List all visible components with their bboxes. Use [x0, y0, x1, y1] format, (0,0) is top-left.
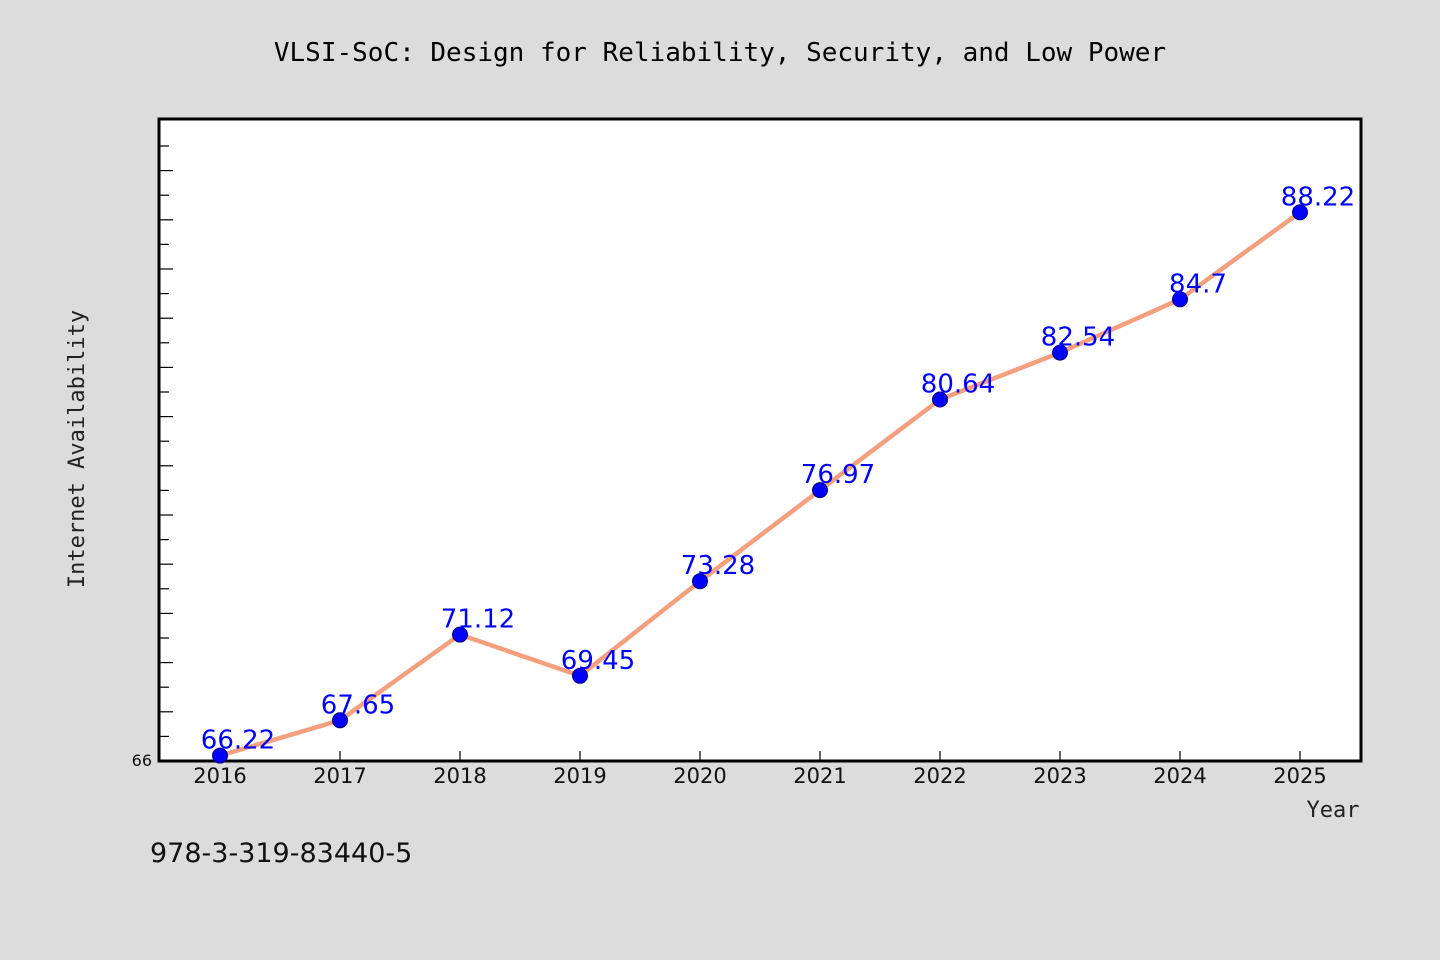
- data-label: 71.12: [441, 605, 515, 635]
- data-point: [932, 391, 948, 408]
- y-axis-label: Internet Availability: [65, 310, 90, 588]
- x-tick-label: 2017: [313, 764, 366, 788]
- series-line: [219, 210, 1302, 758]
- isbn-text: 978-3-319-83440-5: [150, 838, 412, 869]
- data-point: [452, 626, 468, 643]
- x-tick-label: 2024: [1153, 764, 1206, 788]
- data-point: [1172, 291, 1188, 308]
- data-point: [1292, 204, 1308, 221]
- chart-title: VLSI-SoC: Design for Reliability, Securi…: [274, 38, 1166, 68]
- x-tick-label: 2021: [793, 764, 846, 788]
- x-axis-label: Year: [1307, 798, 1360, 823]
- data-point: [572, 667, 588, 684]
- data-point: [332, 712, 348, 729]
- series-group: 66.22 67.65 71.12 69.45 73.28 76.97 80.64 82.54…: [201, 182, 1355, 764]
- x-tick-label: 2018: [433, 764, 486, 788]
- data-label: 76.97: [801, 460, 875, 490]
- data-point: [1052, 344, 1068, 361]
- y-axis-ticks: [159, 145, 173, 762]
- data-label: 82.54: [1041, 323, 1115, 353]
- x-tick-label: 2022: [913, 764, 966, 788]
- plot-area: [157, 117, 1363, 763]
- data-label: 84.7: [1169, 269, 1227, 299]
- x-tick-label: 2020: [673, 764, 726, 788]
- data-label: 80.64: [921, 370, 995, 400]
- data-point: [212, 747, 228, 764]
- x-tick-label: 2019: [553, 764, 606, 788]
- data-label: 73.28: [681, 551, 755, 581]
- data-point: [692, 573, 708, 590]
- x-tick-labels: 2016 2017 2018 2019 2020 2021 2022 2023 2024 2025: [193, 764, 1326, 788]
- y-tick-label-min: 66: [132, 751, 152, 770]
- x-tick-label: 2016: [193, 764, 246, 788]
- data-label: 67.65: [321, 690, 395, 720]
- data-point: [812, 482, 828, 499]
- x-tick-label: 2025: [1273, 764, 1326, 788]
- x-tick-label: 2023: [1033, 764, 1086, 788]
- data-label: 88.22: [1281, 182, 1355, 212]
- data-label: 69.45: [561, 646, 635, 676]
- data-label: 66.22: [201, 726, 275, 756]
